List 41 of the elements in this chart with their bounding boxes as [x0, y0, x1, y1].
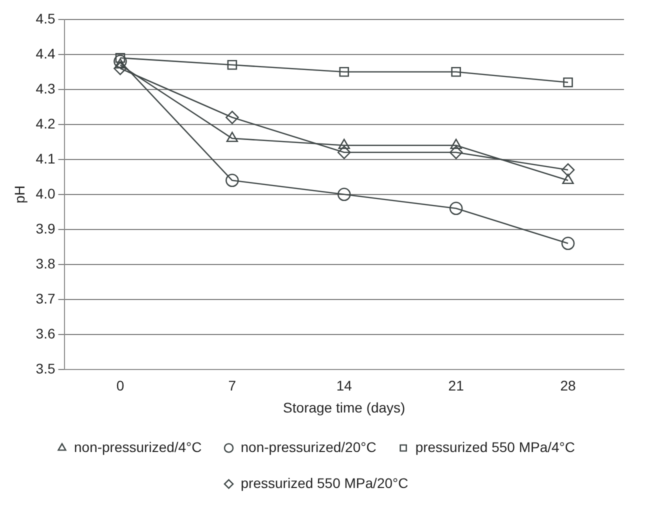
y-tick-label: 4.3 [36, 80, 56, 96]
point [337, 188, 351, 202]
point [561, 163, 575, 177]
y-axis-title: pH [11, 185, 28, 204]
y-tick-label: 4.2 [36, 115, 56, 132]
point [338, 138, 350, 150]
legend-label: non-pressurized/4°C [74, 438, 202, 455]
y-tick-label: 4.5 [36, 10, 56, 26]
point [226, 132, 238, 142]
point [561, 236, 575, 250]
legend-label: non-pressurized/20°C [240, 438, 376, 455]
point [227, 60, 238, 70]
y-tick-label: 3.6 [36, 325, 56, 342]
point [450, 138, 462, 150]
point [449, 202, 463, 216]
point [562, 174, 574, 184]
point [563, 78, 573, 88]
point [226, 110, 239, 124]
y-tick-label: 4.4 [36, 45, 56, 62]
x-tick-label: 14 [336, 378, 352, 394]
point [339, 67, 350, 77]
y-tick-label: 4.1 [36, 150, 56, 166]
legend-label: pressurized 550 MPa/20°C [240, 474, 408, 491]
x-tick-label: 28 [560, 378, 576, 394]
point [115, 53, 126, 63]
y-tick-label: 4.0 [36, 185, 56, 202]
point [114, 54, 127, 68]
y-tick-label: 3.9 [36, 220, 56, 236]
x-tick-label: 7 [228, 378, 236, 394]
x-tick-label: 0 [116, 378, 124, 394]
x-tick-label: 21 [448, 378, 464, 394]
point [114, 62, 127, 76]
y-tick-label: 3.5 [36, 360, 56, 376]
y-tick-label: 3.8 [36, 255, 56, 272]
point [337, 146, 351, 160]
point [451, 67, 461, 77]
point [226, 174, 239, 188]
point [449, 146, 463, 160]
x-axis-title: Storage time (days) [283, 399, 406, 416]
legend-label: pressurized 550 MPa/4°C [415, 438, 576, 455]
y-tick-label: 3.7 [36, 290, 56, 306]
